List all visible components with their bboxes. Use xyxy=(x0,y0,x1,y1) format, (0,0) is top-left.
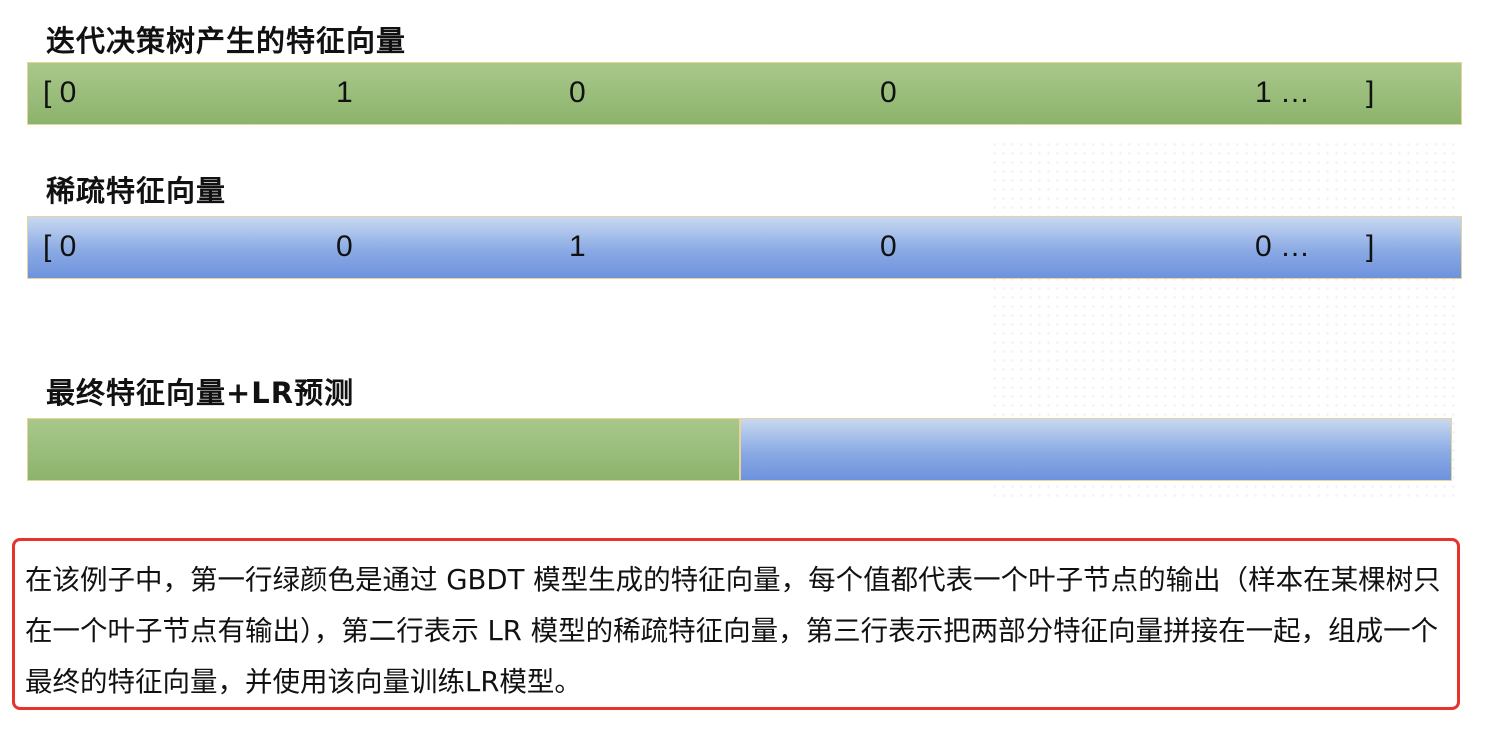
vector-value: 0 xyxy=(880,76,897,109)
vector-value: [ 0 xyxy=(43,230,77,263)
vector-value: 0 xyxy=(336,230,353,263)
vector-bracket-close: ] xyxy=(1366,76,1375,109)
final-vector-gbdt-part xyxy=(27,418,740,481)
vector-value: 1 xyxy=(336,76,353,109)
vector-value: 0 … xyxy=(1255,230,1311,263)
final-vector-title: 最终特征向量+LR预测 xyxy=(46,376,355,410)
gbdt-feature-vector-bar: [ 0 1 0 0 1 … ] xyxy=(27,62,1462,125)
sparse-feature-vector-bar: [ 0 0 1 0 0 … ] xyxy=(27,216,1462,279)
vector-value: [ 0 xyxy=(43,76,77,109)
final-vector-sparse-part xyxy=(740,418,1452,481)
vector-bracket-close: ] xyxy=(1366,230,1375,263)
explanation-note-box: 在该例子中，第一行绿颜色是通过 GBDT 模型生成的特征向量，每个值都代表一个叶… xyxy=(12,538,1460,710)
sparse-vector-title: 稀疏特征向量 xyxy=(46,174,227,208)
vector-value: 1 xyxy=(569,230,586,263)
gbdt-vector-title: 迭代决策树产生的特征向量 xyxy=(46,24,407,58)
explanation-note-text: 在该例子中，第一行绿颜色是通过 GBDT 模型生成的特征向量，每个值都代表一个叶… xyxy=(25,564,1441,698)
vector-value: 1 … xyxy=(1255,76,1311,109)
vector-value: 0 xyxy=(880,230,897,263)
vector-value: 0 xyxy=(569,76,586,109)
